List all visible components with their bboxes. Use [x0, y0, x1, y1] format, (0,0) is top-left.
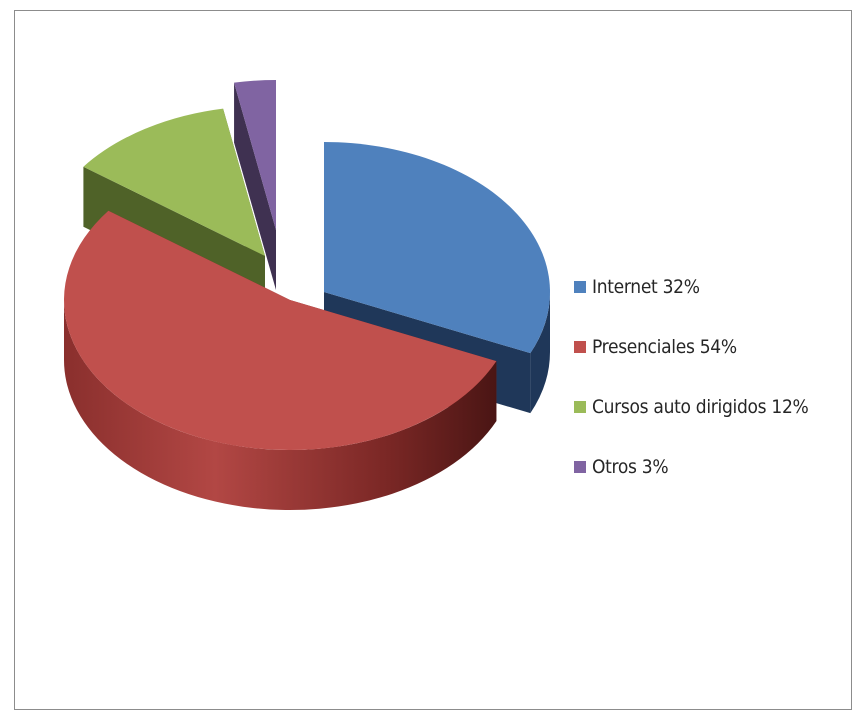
legend-item-cursos: Cursos auto dirigidos 12%	[574, 377, 809, 437]
legend-swatch	[574, 341, 586, 353]
pie-slice-presenciales	[64, 210, 497, 450]
pie-slice-cursos	[83, 108, 265, 257]
legend-label: Otros 3%	[592, 456, 669, 478]
legend-swatch	[574, 281, 586, 293]
legend-label: Presenciales 54%	[592, 336, 737, 358]
legend-swatch	[574, 401, 586, 413]
legend-swatch	[574, 461, 586, 473]
legend-item-otros: Otros 3%	[574, 437, 809, 497]
pie-slice-internet	[324, 142, 551, 354]
pie-slice-wall-presenciales	[64, 300, 497, 510]
legend-item-internet: Internet 32%	[574, 257, 809, 317]
legend-label: Cursos auto dirigidos 12%	[592, 396, 809, 418]
legend: Internet 32% Presenciales 54% Cursos aut…	[574, 257, 809, 497]
pie-slice-side-otros	[234, 82, 276, 291]
legend-item-presenciales: Presenciales 54%	[574, 317, 809, 377]
pie-slice-otros	[234, 80, 276, 230]
pie-slice-wall-internet	[530, 292, 550, 414]
legend-label: Internet 32%	[592, 276, 700, 298]
